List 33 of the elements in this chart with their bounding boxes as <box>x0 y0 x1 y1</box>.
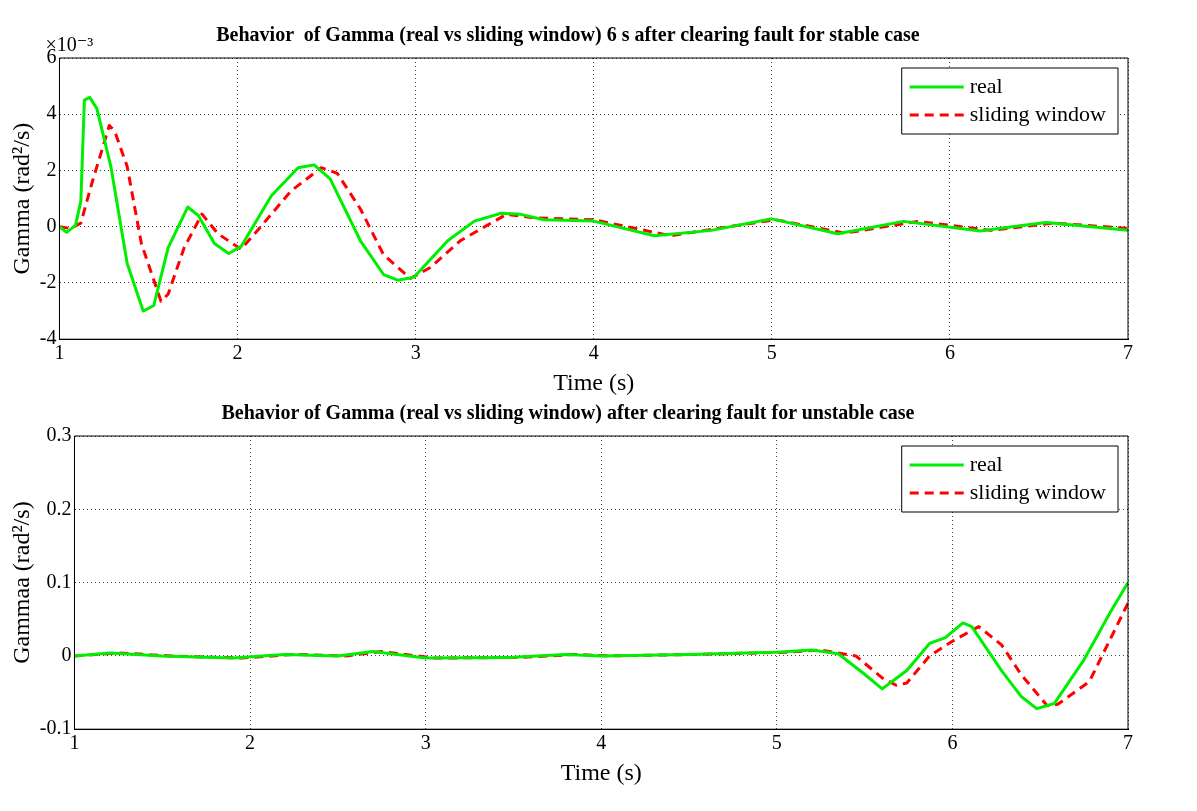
chart-title: Behavior of Gamma (real vs sliding window) after clearing fault for unstable case <box>221 401 915 425</box>
y-tick-label: 0 <box>46 213 57 236</box>
x-tick-label: 3 <box>420 731 431 754</box>
x-tick-label: 6 <box>947 731 958 754</box>
y-tick-label: 2 <box>46 157 57 180</box>
x-tick-label: 7 <box>1123 731 1133 754</box>
x-tick-label: 2 <box>245 731 256 754</box>
y-tick-label: 0.2 <box>46 496 72 519</box>
x-tick-label: 7 <box>1123 341 1133 364</box>
chart-title: Behavior of Gamma (real vs sliding window) 6 s after clearing fault for stable case <box>216 23 920 47</box>
legend-label: sliding window <box>969 100 1107 126</box>
legend-label: real <box>969 72 1003 98</box>
y-axis-title: Gamma (rad²/s) <box>7 122 34 275</box>
y-tick-label: 0 <box>61 643 72 666</box>
y-axis-title: Gammaa (rad²/s) <box>7 501 34 664</box>
y-tick-label: -4 <box>39 326 57 349</box>
x-axis-title: Time (s) <box>553 368 635 395</box>
legend-label: sliding window <box>969 478 1107 504</box>
x-tick-label: 2 <box>232 341 243 364</box>
x-tick-label: 4 <box>588 341 599 364</box>
y-tick-label: 0.1 <box>46 569 72 592</box>
x-tick-label: 5 <box>766 341 777 364</box>
x-tick-label: 4 <box>596 731 607 754</box>
y-tick-label: 0.3 <box>46 423 72 446</box>
legend-label: real <box>969 450 1003 476</box>
x-axis-title: Time (s) <box>560 758 642 785</box>
x-tick-label: 5 <box>771 731 782 754</box>
y-tick-label: -2 <box>39 270 57 293</box>
x-tick-label: 6 <box>944 341 955 364</box>
x-tick-label: 3 <box>410 341 421 364</box>
y-tick-label: -0.1 <box>39 716 72 739</box>
y-tick-label: 4 <box>46 101 57 124</box>
x-tick-label: 1 <box>69 731 80 754</box>
